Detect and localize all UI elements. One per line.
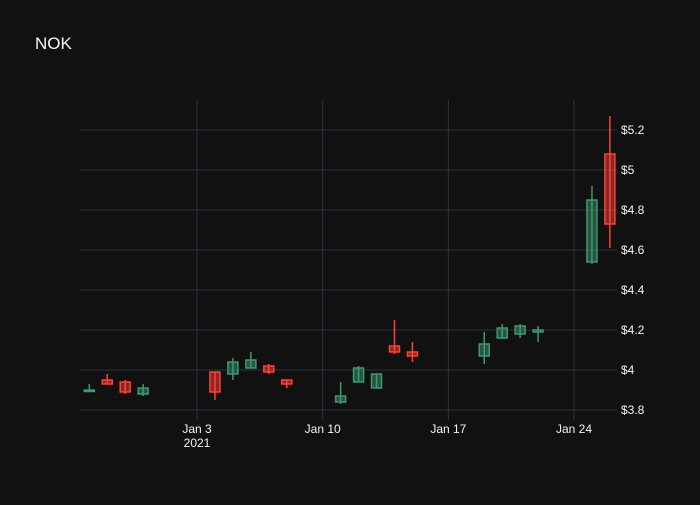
candle-increasing[interactable] bbox=[370, 373, 383, 389]
x-tick-label: Jan 10 bbox=[305, 422, 341, 436]
candle-body bbox=[604, 153, 616, 225]
chart-title: NOK bbox=[35, 34, 72, 53]
candle-increasing[interactable] bbox=[532, 326, 544, 342]
candle-increasing[interactable] bbox=[478, 332, 490, 364]
candle-decreasing[interactable] bbox=[101, 374, 113, 385]
y-tick-label: $5.2 bbox=[621, 123, 645, 137]
candle-increasing[interactable] bbox=[514, 324, 526, 338]
y-tick-label: $4.6 bbox=[621, 243, 645, 257]
candle-body bbox=[532, 329, 544, 333]
candle-body bbox=[352, 367, 365, 383]
candle-decreasing[interactable] bbox=[604, 116, 616, 248]
candle-decreasing[interactable] bbox=[119, 380, 131, 394]
y-tick-label: $3.8 bbox=[621, 403, 645, 417]
x-tick-label: Jan 17 bbox=[430, 422, 466, 436]
candle-body bbox=[227, 361, 239, 375]
x-tick-label: Jan 3 bbox=[182, 422, 212, 436]
x-year-label: 2021 bbox=[184, 436, 211, 450]
candle-decreasing[interactable] bbox=[263, 364, 275, 374]
candle-body bbox=[209, 371, 221, 393]
candle-body bbox=[496, 327, 508, 339]
candle-body bbox=[586, 199, 598, 263]
candle-increasing[interactable] bbox=[352, 366, 365, 383]
candle-body bbox=[245, 359, 257, 369]
x-tick-label: Jan 24 bbox=[556, 422, 592, 436]
candle-body bbox=[478, 343, 490, 357]
candle-body bbox=[406, 351, 419, 357]
candle-decreasing[interactable] bbox=[388, 320, 401, 354]
candle-body bbox=[83, 389, 96, 393]
y-tick-label: $4.4 bbox=[621, 283, 645, 297]
y-tick-label: $4 bbox=[621, 363, 635, 377]
candle-increasing[interactable] bbox=[83, 384, 96, 393]
candle-decreasing[interactable] bbox=[281, 379, 293, 388]
candle-body bbox=[334, 395, 347, 403]
candle-increasing[interactable] bbox=[334, 382, 347, 404]
candle-body bbox=[263, 365, 275, 373]
candle-increasing[interactable] bbox=[496, 324, 508, 339]
y-tick-label: $4.2 bbox=[621, 323, 645, 337]
candle-body bbox=[388, 345, 401, 353]
candle-body bbox=[119, 381, 131, 393]
candle-increasing[interactable] bbox=[137, 384, 149, 396]
candle-body bbox=[370, 373, 383, 389]
y-tick-label: $5 bbox=[621, 163, 635, 177]
candle-decreasing[interactable] bbox=[406, 342, 419, 362]
candle-body bbox=[514, 325, 526, 335]
candle-increasing[interactable] bbox=[245, 352, 257, 369]
candle-body bbox=[101, 379, 113, 385]
y-tick-label: $4.8 bbox=[621, 203, 645, 217]
candle-body bbox=[137, 387, 149, 395]
candle-body bbox=[281, 379, 293, 385]
candle-increasing[interactable] bbox=[227, 358, 239, 380]
candle-decreasing[interactable] bbox=[209, 371, 221, 400]
candle-increasing[interactable] bbox=[586, 186, 598, 264]
